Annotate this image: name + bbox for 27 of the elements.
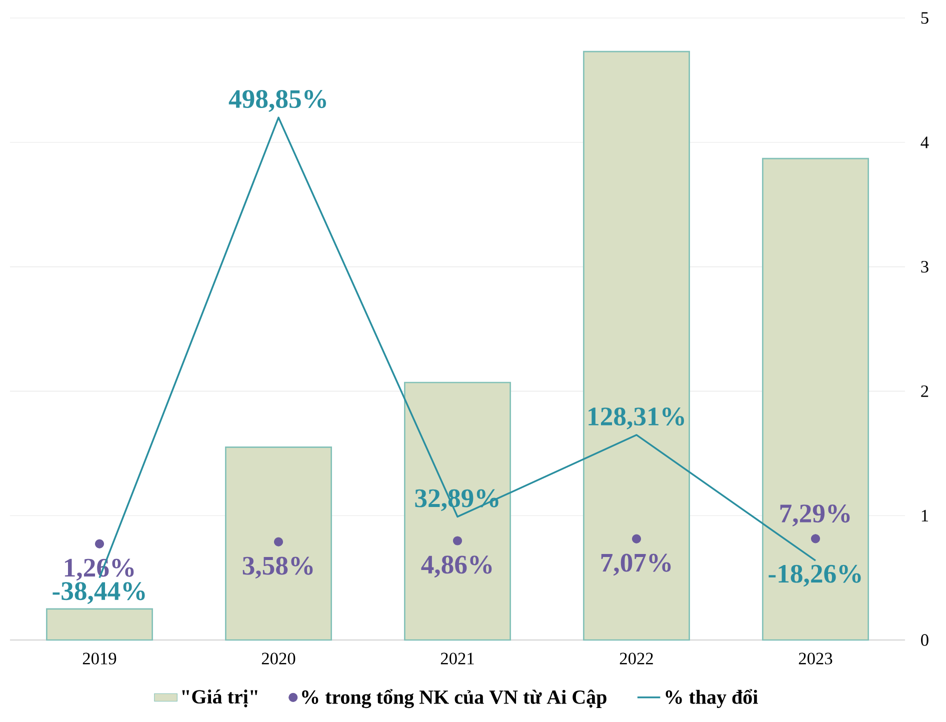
bar <box>583 50 690 641</box>
bar <box>46 608 153 641</box>
y-tick-label: 5 <box>921 12 928 24</box>
data-label: -18,26% <box>768 564 861 587</box>
x-tick-label: 2019 <box>82 652 116 664</box>
legend-label: % thay đổi <box>666 689 758 708</box>
x-tick-label: 2020 <box>262 652 296 664</box>
x-tick-label: 2022 <box>620 652 653 664</box>
y-tick-label: 2 <box>921 385 928 397</box>
x-tick-label: 2021 <box>440 652 474 664</box>
legend-label: "Giá trị" <box>182 689 258 708</box>
y-tick-label: 3 <box>921 260 928 273</box>
data-label: 7,07% <box>601 554 671 576</box>
bar <box>225 446 332 641</box>
bar <box>404 382 511 641</box>
data-label: 128,31% <box>588 408 684 430</box>
data-label: 3,58% <box>242 556 313 579</box>
y-tick-label: 0 <box>921 634 928 646</box>
bar <box>762 158 869 641</box>
data-label: 7,29% <box>780 504 850 526</box>
y-tick-label: 4 <box>920 136 929 148</box>
y-tick-label: 1 <box>922 510 928 522</box>
data-label: -38,44% <box>52 582 145 604</box>
data-label: 498,85% <box>228 90 326 112</box>
x-tick-label: 2023 <box>798 652 832 664</box>
legend-label: % trong tổng NK của VN từ Ai Cập <box>302 689 606 708</box>
data-label: 4,86% <box>421 556 492 578</box>
